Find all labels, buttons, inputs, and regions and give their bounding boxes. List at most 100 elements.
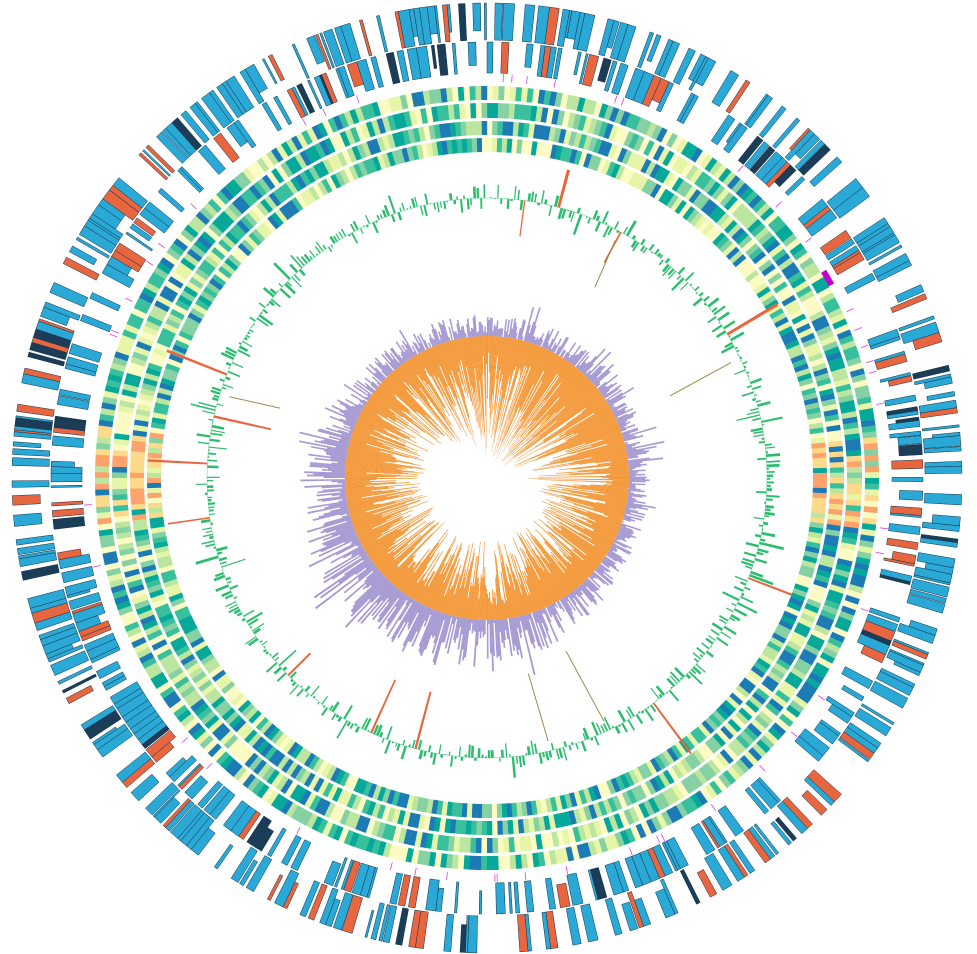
gc-bar-out	[514, 332, 518, 340]
cds-block	[912, 332, 943, 351]
cds-block	[16, 542, 56, 556]
heatmap-cell	[142, 325, 159, 337]
marker-tick	[92, 564, 101, 568]
heatmap-cell	[186, 281, 201, 294]
gc-bar-in	[526, 344, 536, 368]
heatmap-cell	[130, 498, 145, 505]
heatmap-cell	[112, 466, 128, 473]
skew-bar	[766, 463, 780, 468]
heatmap-cell	[760, 207, 775, 222]
heatmap-cell	[809, 427, 824, 435]
heatmap-cell	[778, 290, 794, 303]
gc-bar-out	[330, 458, 347, 462]
gc-bar-in	[511, 374, 586, 453]
gc-bar-in	[523, 357, 564, 420]
heatmap-cell	[846, 589, 862, 600]
gc-bar-out	[627, 494, 643, 498]
gc-bar-in	[345, 485, 366, 489]
heatmap-cell	[165, 626, 181, 638]
skew-bar	[213, 394, 220, 398]
cds-block	[112, 177, 148, 209]
gc-bar-in	[587, 511, 622, 525]
heatmap-cell	[649, 163, 662, 179]
gc-bar-in	[535, 528, 586, 582]
gc-bar-out	[411, 607, 431, 647]
skew-bar	[719, 614, 729, 622]
skew-bar	[282, 666, 288, 672]
heatmap-cell	[758, 683, 773, 697]
heatmap-cell	[95, 483, 110, 490]
cds-block	[50, 484, 83, 488]
gc-bar-out	[565, 595, 577, 612]
gc-bar-out	[513, 617, 524, 659]
heatmap-cell	[862, 437, 878, 445]
heatmap-cell	[240, 191, 255, 207]
heatmap-cell	[811, 667, 827, 680]
heatmap-cell	[170, 271, 187, 285]
gc-bar-in	[386, 566, 399, 579]
gc-bar-in	[348, 445, 392, 457]
skew-bar	[209, 438, 220, 443]
heatmap-cell	[662, 789, 675, 806]
heatmap-cell	[496, 803, 503, 818]
gc-bar-in	[420, 548, 451, 605]
heatmap-cell	[628, 133, 640, 150]
heatmap-cell	[165, 280, 181, 294]
skew-bar	[347, 233, 352, 237]
heatmap-cell	[792, 695, 808, 709]
gc-bar-in	[381, 521, 439, 575]
gc-bar-in	[457, 587, 466, 618]
gc-bar-out	[341, 433, 352, 438]
heatmap-cell	[428, 851, 437, 867]
skew-bar	[753, 434, 764, 438]
heatmap-cell	[348, 165, 360, 181]
gc-bar-in	[345, 486, 389, 492]
heatmap-cell	[225, 231, 240, 245]
heatmap-cell	[739, 186, 754, 202]
heatmap-cell	[658, 752, 671, 768]
skew-bar	[614, 725, 621, 734]
heatmap-cell	[827, 435, 843, 443]
gc-bar-out	[600, 383, 613, 394]
heatmap-cell	[836, 389, 853, 399]
heatmap-cell	[630, 825, 642, 841]
heatmap-cell	[130, 467, 145, 473]
heatmap-cell	[587, 100, 598, 116]
gc-bar-out	[549, 348, 553, 352]
marker-tick	[553, 79, 556, 88]
heatmap-cell	[563, 129, 572, 145]
heatmap-cell	[820, 609, 837, 621]
skew-bar	[296, 688, 304, 697]
heatmap-cell	[587, 154, 598, 170]
heatmap-cell	[446, 139, 454, 155]
gc-bar-out	[594, 569, 613, 586]
gc-bar-in	[543, 399, 607, 442]
gc-bar-in	[539, 424, 620, 458]
cds-block	[454, 881, 460, 914]
heatmap-cell	[354, 106, 366, 123]
gc-bar-out	[374, 367, 387, 379]
heatmap-cell	[829, 483, 844, 489]
heatmap-cell	[208, 278, 224, 291]
gc-bar-in	[347, 495, 388, 505]
heatmap-cell	[200, 290, 216, 303]
marker-tick	[389, 862, 393, 871]
gc-bar-in	[591, 538, 611, 550]
heatmap-cell	[308, 774, 320, 790]
heatmap-cell	[616, 793, 628, 809]
cds-block	[906, 593, 946, 614]
heatmap-cell	[280, 799, 294, 815]
cds-block	[897, 622, 936, 644]
cds-block	[604, 862, 624, 896]
gc-bar-out	[443, 615, 452, 643]
heatmap-cell	[652, 145, 665, 162]
gc-bar-out	[407, 602, 421, 627]
heatmap-cell	[219, 730, 235, 746]
cds-block	[340, 22, 361, 62]
heatmap-cell	[821, 398, 837, 407]
skew-bar	[764, 443, 772, 446]
heatmap-cell	[614, 775, 626, 791]
cds-block	[758, 105, 787, 139]
heatmap-cell	[114, 594, 130, 605]
skew-bar	[225, 361, 232, 367]
